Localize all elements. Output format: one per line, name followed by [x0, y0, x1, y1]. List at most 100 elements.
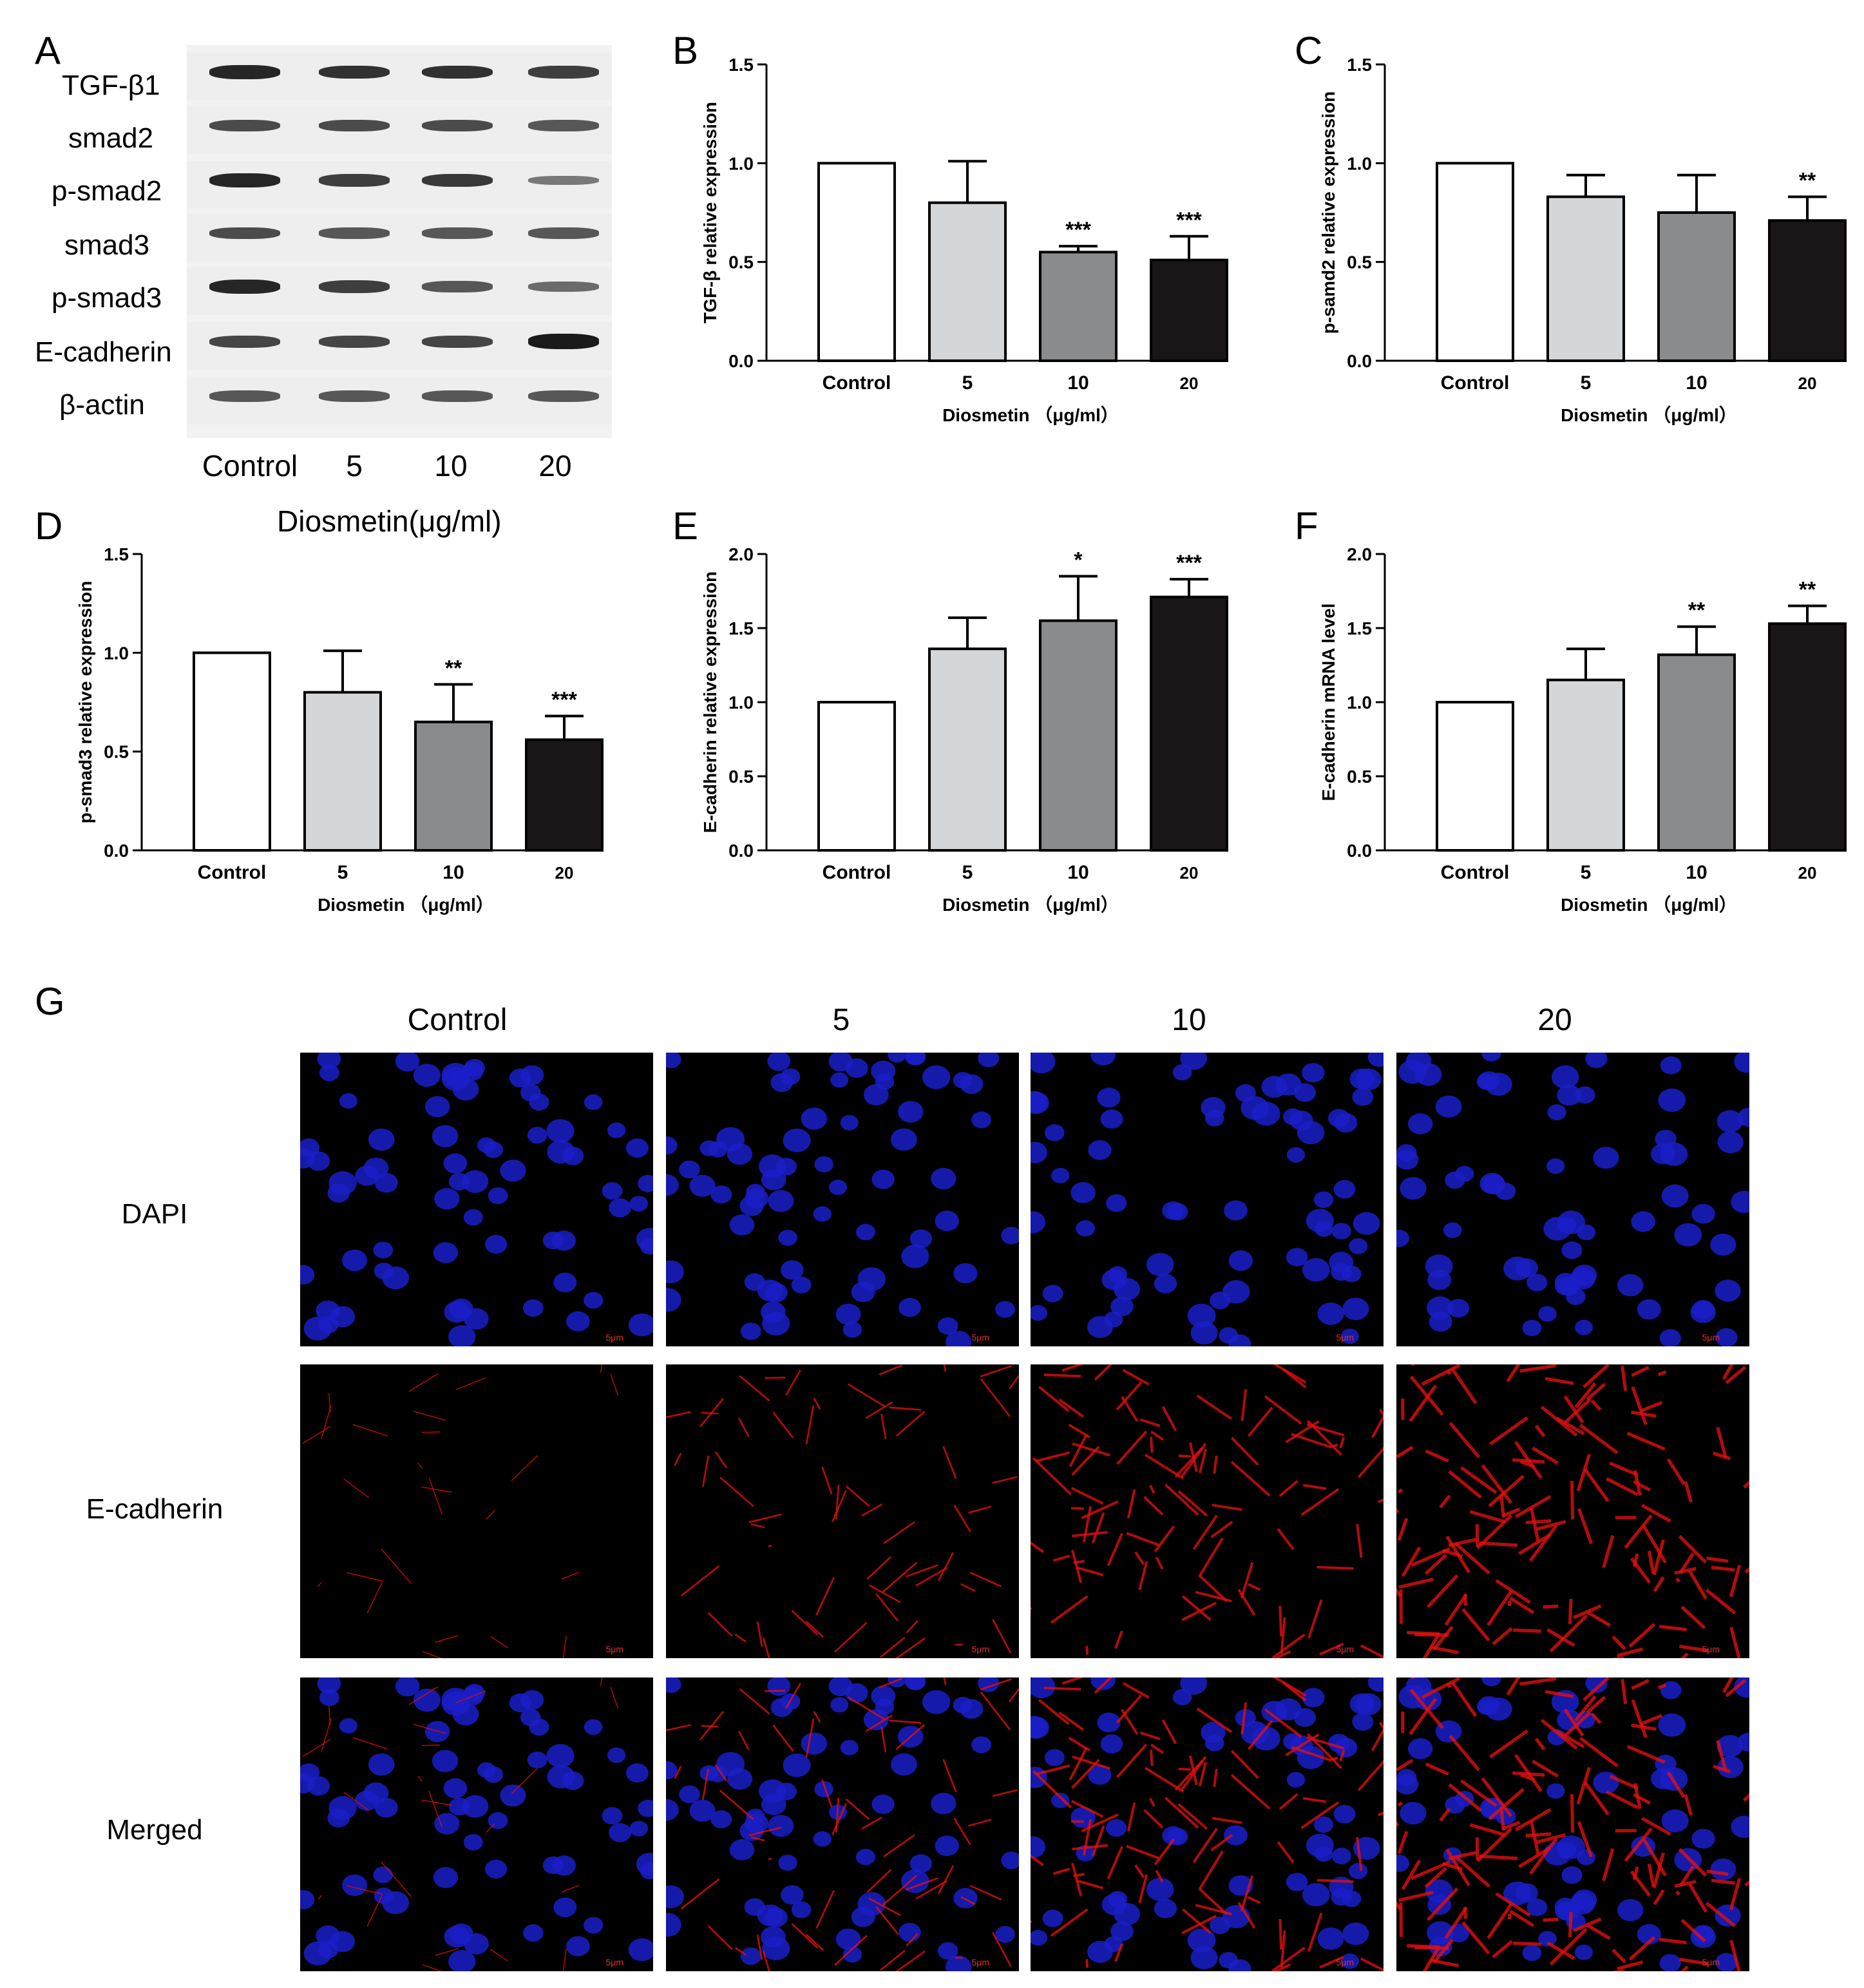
membrane-stain	[1114, 1630, 1123, 1649]
membrane-stain	[1401, 1859, 1422, 1890]
membrane-stain	[1519, 1677, 1557, 1686]
membrane-stain	[301, 1426, 331, 1444]
micrograph-image	[300, 1053, 653, 1346]
membrane-stain	[1684, 1481, 1693, 1503]
if-column-title: 10	[1172, 1003, 1206, 1037]
x-axis-title: Diosmetin （μg/ml）	[1561, 405, 1737, 425]
membrane-stain	[1038, 1386, 1070, 1412]
nucleus	[638, 1799, 653, 1817]
nucleus	[727, 1768, 753, 1790]
nucleus	[327, 1808, 350, 1828]
membrane-stain	[1409, 1688, 1444, 1729]
nucleus	[382, 1266, 410, 1290]
x-tick-label: Control	[823, 372, 891, 394]
nucleus	[546, 1744, 575, 1768]
nucleus	[433, 1867, 459, 1888]
membrane-stain	[765, 1377, 786, 1379]
scale-bar-label: 5μm	[1336, 1644, 1354, 1654]
blot-band	[209, 280, 280, 294]
micrograph: 5μm	[1396, 1053, 1749, 1346]
bar	[1768, 622, 1847, 852]
membrane-stain	[768, 1544, 772, 1547]
western-blot-image	[187, 45, 612, 438]
scale-bar-label: 5μm	[605, 1332, 623, 1343]
nucleus	[484, 1859, 508, 1879]
membrane-stain	[680, 1565, 720, 1597]
membrane-stain	[1481, 1777, 1513, 1817]
membrane-stain	[1432, 1938, 1454, 1964]
nucleus	[1717, 1735, 1744, 1757]
membrane-stain	[1450, 1681, 1478, 1717]
nucleus	[813, 1206, 832, 1222]
membrane-stain	[1706, 1869, 1729, 1877]
nucleus	[1617, 1274, 1644, 1297]
membrane-stain	[1666, 1771, 1686, 1799]
nucleus	[851, 1281, 875, 1303]
nucleus	[1355, 1068, 1382, 1091]
significance-label: **	[1688, 598, 1706, 623]
membrane-stain	[1579, 1737, 1619, 1768]
membrane-stain	[1506, 1677, 1521, 1696]
membrane-stain	[1277, 1841, 1295, 1864]
blot-band	[528, 334, 599, 349]
membrane-stain	[880, 1413, 887, 1440]
membrane-stain	[1633, 1480, 1651, 1492]
scale-bar-label: 5μm	[1702, 1957, 1720, 1967]
bar	[1768, 219, 1847, 362]
nucleus	[553, 1897, 577, 1918]
membrane-stain	[1240, 1562, 1254, 1599]
nucleus	[434, 1188, 460, 1210]
membrane-stain	[1546, 1941, 1575, 1960]
nucleus	[1286, 1147, 1306, 1163]
membrane-stain	[1302, 1797, 1327, 1803]
membrane-stain	[1116, 1694, 1143, 1724]
nucleus	[922, 1065, 951, 1089]
nucleus	[801, 1107, 828, 1130]
blot-band	[422, 227, 493, 239]
membrane-stain	[791, 1923, 819, 1949]
membrane-stain	[1424, 1553, 1447, 1575]
nucleus	[327, 1183, 350, 1203]
nucleus	[729, 1839, 755, 1860]
nucleus	[529, 1718, 549, 1736]
membrane-stain	[1360, 1957, 1384, 1971]
nucleus	[1101, 1894, 1127, 1915]
nucleus	[888, 1053, 906, 1063]
membrane-stain	[1659, 1938, 1687, 1945]
membrane-stain	[417, 1775, 423, 1782]
nucleus	[1445, 1171, 1465, 1189]
membrane-stain	[992, 1476, 1018, 1484]
membrane-stain	[435, 1948, 459, 1956]
nucleus	[529, 1093, 549, 1111]
nucleus	[547, 1764, 575, 1789]
nucleus	[1435, 1095, 1462, 1118]
nucleus	[1342, 1297, 1369, 1321]
membrane-stain	[738, 1417, 750, 1437]
membrane-stain	[1711, 1878, 1735, 1885]
nucleus	[638, 1174, 653, 1192]
x-axis-title: Diosmetin （μg/ml）	[942, 894, 1119, 915]
nucleus	[666, 1053, 681, 1069]
nucleus	[666, 1761, 678, 1780]
membrane-stain	[815, 1577, 835, 1616]
nucleus	[931, 1792, 956, 1815]
membrane-stain	[1743, 1480, 1749, 1489]
nucleus	[1162, 1826, 1184, 1845]
nucleus	[757, 1279, 783, 1302]
membrane-stain	[1008, 1687, 1019, 1703]
nucleus	[1333, 1804, 1356, 1824]
membrane-stain	[1529, 1821, 1540, 1855]
nucleus	[463, 1308, 489, 1330]
membrane-stain	[1476, 1827, 1512, 1862]
membrane-stain	[666, 1724, 691, 1732]
blot-band	[319, 390, 390, 402]
membrane-stain	[1181, 1601, 1217, 1621]
membrane-stain	[847, 1383, 886, 1408]
if-row-label: DAPI	[121, 1198, 188, 1230]
blot-band	[422, 65, 493, 79]
membrane-stain	[1140, 1418, 1161, 1428]
x-tick-label: 5	[1581, 372, 1592, 394]
membrane-stain	[937, 1865, 955, 1895]
membrane-stain	[1543, 1917, 1559, 1922]
x-tick-label: 10	[1686, 372, 1707, 394]
